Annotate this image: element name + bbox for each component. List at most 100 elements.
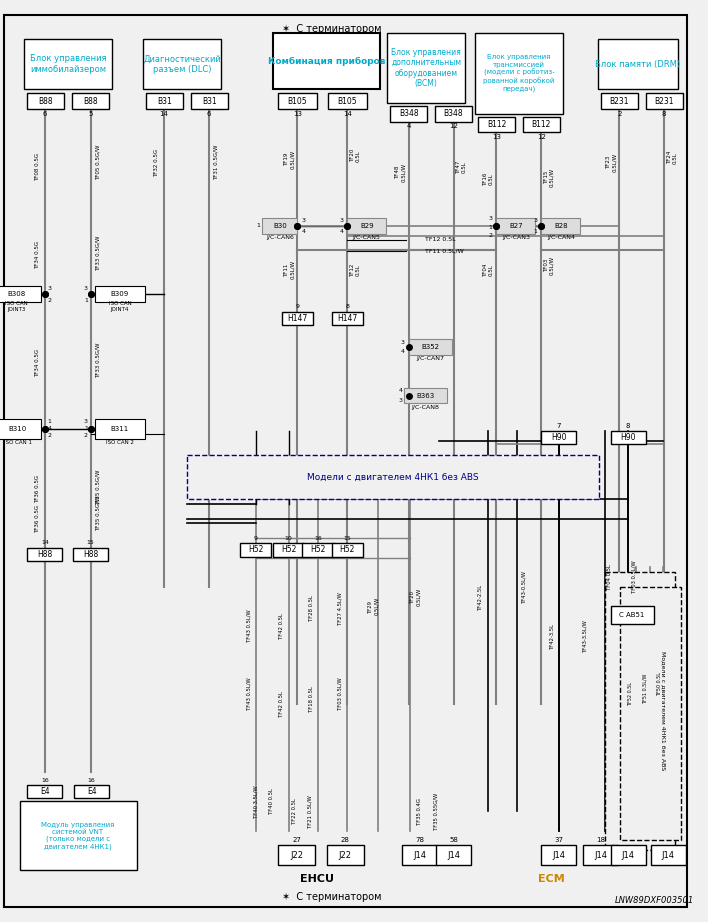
Text: J14: J14: [662, 851, 675, 859]
Text: 1: 1: [84, 298, 88, 302]
Text: TF28 0.5L: TF28 0.5L: [309, 596, 314, 621]
Bar: [144, 39, 222, 89]
Text: TF36 0.5G: TF36 0.5G: [35, 475, 40, 503]
Text: 8: 8: [626, 423, 630, 429]
Text: TF32 0.5G: TF32 0.5G: [154, 148, 159, 177]
Text: 13: 13: [492, 135, 501, 140]
Text: ✶  С терминатором: ✶ С терминатором: [282, 24, 382, 34]
Bar: [282, 312, 313, 325]
Text: B363: B363: [416, 393, 435, 398]
Bar: [240, 543, 271, 557]
Text: Блок памяти (DRM): Блок памяти (DRM): [595, 60, 680, 68]
Text: TF12 0.5L: TF12 0.5L: [426, 237, 456, 242]
Text: TF42-2.5L: TF42-2.5L: [479, 584, 484, 609]
Text: B105: B105: [287, 97, 307, 106]
Bar: [331, 543, 362, 557]
Text: TF35 0.4G: TF35 0.4G: [417, 798, 422, 824]
Bar: [263, 219, 297, 234]
Text: TF35 0.55G/W: TF35 0.55G/W: [433, 793, 438, 830]
Text: H52: H52: [248, 545, 263, 554]
Text: TF08 0.5G: TF08 0.5G: [35, 153, 40, 182]
Text: TF43-3.5L/W: TF43-3.5L/W: [583, 620, 588, 652]
Bar: [610, 845, 646, 865]
Text: Модели с двигателем 4НК1 без ABS: Модели с двигателем 4НК1 без ABS: [307, 473, 479, 482]
Text: 58: 58: [449, 837, 458, 844]
Bar: [409, 339, 452, 355]
Text: B27: B27: [509, 223, 523, 229]
Text: 4: 4: [302, 230, 305, 234]
Text: 2: 2: [47, 433, 52, 438]
Bar: [646, 93, 683, 109]
Text: H88: H88: [38, 550, 52, 559]
Text: 78: 78: [415, 837, 424, 844]
Text: TF15
0.5L/W: TF15 0.5L/W: [544, 168, 554, 187]
Text: 3: 3: [399, 398, 403, 403]
Bar: [328, 93, 367, 109]
Text: 2: 2: [47, 298, 52, 302]
Text: 6: 6: [207, 111, 211, 117]
Text: J14: J14: [594, 851, 607, 859]
Text: TF03 0.5L/W: TF03 0.5L/W: [632, 561, 636, 594]
Bar: [404, 388, 447, 404]
Text: J/C-CAN3: J/C-CAN3: [502, 235, 530, 240]
Text: 3: 3: [47, 286, 52, 290]
Text: 2: 2: [489, 233, 493, 238]
Text: B88: B88: [84, 97, 98, 106]
Bar: [601, 93, 638, 109]
Text: J/C-CAN5: J/C-CAN5: [353, 235, 381, 240]
Text: H52: H52: [340, 545, 355, 554]
Text: 13: 13: [293, 111, 302, 117]
Text: TF40 0.5L: TF40 0.5L: [268, 788, 274, 814]
Bar: [0, 287, 41, 302]
Bar: [402, 845, 437, 865]
Text: B311: B311: [111, 426, 129, 431]
Bar: [72, 93, 109, 109]
Text: Модуль управления
системой VNT
(только модели с
двигателем 4НК1): Модуль управления системой VNT (только м…: [41, 822, 115, 849]
Text: TF42-3.5L: TF42-3.5L: [549, 622, 554, 648]
Text: 1: 1: [534, 230, 537, 234]
Text: E4: E4: [87, 787, 96, 797]
Bar: [273, 543, 304, 557]
Text: 10: 10: [285, 536, 292, 540]
Text: B309: B309: [111, 291, 129, 297]
Text: B31: B31: [157, 97, 172, 106]
Bar: [273, 33, 380, 89]
Text: B308: B308: [8, 291, 25, 297]
Text: 3: 3: [339, 218, 343, 222]
Text: Блок управления
дополнительным
оборудованием
(BCM): Блок управления дополнительным оборудова…: [392, 48, 462, 88]
Text: TF33 0.5G/W: TF33 0.5G/W: [96, 235, 101, 271]
Bar: [620, 586, 681, 841]
Bar: [523, 117, 560, 132]
Text: ECM: ECM: [537, 874, 564, 884]
Text: 4: 4: [339, 230, 343, 234]
Text: Комбинация приборов: Комбинация приборов: [268, 56, 386, 65]
Text: TF43 0.5L/W: TF43 0.5L/W: [246, 678, 251, 711]
Text: TF18 0.5L: TF18 0.5L: [309, 686, 314, 712]
Text: H90: H90: [620, 433, 636, 442]
Text: 3: 3: [302, 218, 305, 222]
Text: 3: 3: [84, 420, 88, 424]
Text: 1: 1: [84, 426, 88, 431]
Text: J14: J14: [622, 851, 634, 859]
Bar: [147, 93, 183, 109]
Text: TF34 0.5G: TF34 0.5G: [35, 349, 40, 376]
Text: TF23
0.5L/W: TF23 0.5L/W: [606, 153, 617, 172]
Text: 1: 1: [48, 420, 52, 424]
Text: 4: 4: [401, 349, 405, 354]
Text: TF50 0.5L: TF50 0.5L: [657, 672, 662, 696]
Text: TF24
0.5L: TF24 0.5L: [667, 151, 678, 164]
Bar: [598, 39, 678, 89]
Text: J22: J22: [290, 851, 303, 859]
Bar: [188, 455, 599, 499]
Text: J22: J22: [339, 851, 352, 859]
Text: H90: H90: [551, 433, 566, 442]
Text: TF27 4.5L/W: TF27 4.5L/W: [338, 592, 343, 625]
Text: B231: B231: [654, 97, 674, 106]
Text: 3: 3: [534, 218, 537, 222]
Bar: [583, 845, 618, 865]
Bar: [0, 420, 41, 439]
Text: B112: B112: [487, 120, 506, 129]
Text: TF04
0.5L: TF04 0.5L: [484, 263, 494, 277]
Bar: [302, 543, 333, 557]
Text: E4: E4: [40, 787, 50, 797]
